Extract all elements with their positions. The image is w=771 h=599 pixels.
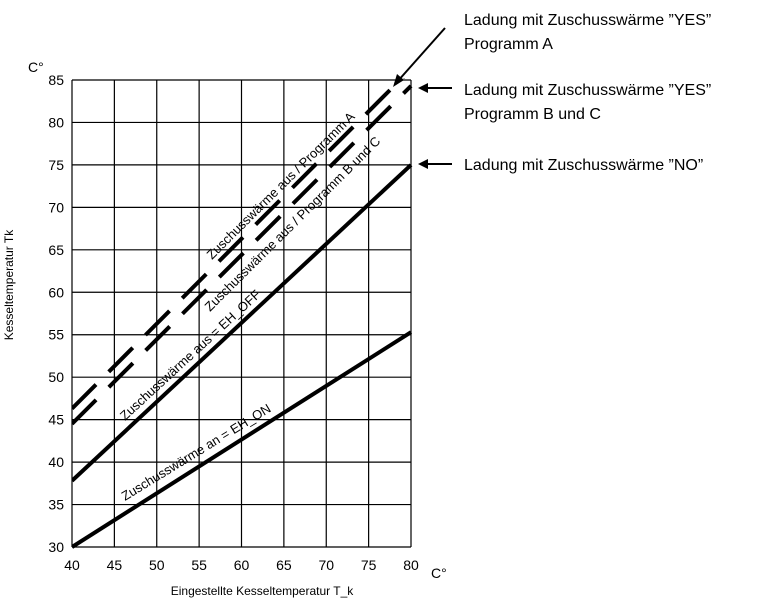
series-line-0 xyxy=(72,330,413,549)
annotation-arrowhead-no xyxy=(418,159,428,169)
annotation-program-a-line2: Programm A xyxy=(464,36,553,53)
x-tick-label: 45 xyxy=(107,557,123,573)
series-line-3 xyxy=(72,78,405,411)
annotation-arrowhead-program-a xyxy=(393,74,404,87)
x-tick-label: 60 xyxy=(234,557,250,573)
annotation-no-line1: Ladung mit Zuschusswärme ”NO” xyxy=(464,157,703,174)
x-tick-label: 65 xyxy=(276,557,292,573)
chart-series xyxy=(72,78,413,549)
y-tick-label: 30 xyxy=(48,539,64,555)
chart-ticks: 40 45 50 55 60 65 70 75 80 30 35 40 45 50 55 60 65 70 75 80… xyxy=(48,72,419,573)
y-tick-label: 85 xyxy=(48,72,64,88)
y-tick-label: 80 xyxy=(48,114,64,130)
series-line-1 xyxy=(72,163,413,483)
x-axis-title: Eingestellte Kesseltemperatur T_k xyxy=(171,584,355,598)
y-tick-label: 55 xyxy=(48,327,64,343)
y-unit-label: C° xyxy=(28,59,44,75)
y-tick-label: 40 xyxy=(48,454,64,470)
curve-label-program-bc: Zuschusswärme aus / Programm B und C xyxy=(202,133,384,314)
y-tick-label: 45 xyxy=(48,412,64,428)
y-tick-label: 75 xyxy=(48,157,64,173)
x-tick-label: 50 xyxy=(149,557,165,573)
annotation-program-bc-line1: Ladung mit Zuschusswärme ”YES” xyxy=(464,82,711,99)
y-tick-label: 35 xyxy=(48,497,64,513)
y-axis-title: Kesseltemperatur Tk xyxy=(2,229,16,340)
x-tick-label: 40 xyxy=(64,557,80,573)
x-tick-label: 75 xyxy=(361,557,377,573)
annotations: Ladung mit Zuschusswärme ”YES” Programm … xyxy=(393,12,711,174)
y-tick-label: 50 xyxy=(48,369,64,385)
y-tick-label: 70 xyxy=(48,199,64,215)
x-unit-label: C° xyxy=(431,565,447,581)
annotation-program-bc-line2: Programm B und C xyxy=(464,106,601,123)
series-line-2 xyxy=(72,84,413,426)
y-tick-label: 60 xyxy=(48,284,64,300)
annotation-program-a-line1: Ladung mit Zuschusswärme ”YES” xyxy=(464,12,711,29)
x-tick-label: 55 xyxy=(191,557,207,573)
x-tick-label: 80 xyxy=(403,557,419,573)
chart-grid xyxy=(71,79,412,548)
y-tick-label: 65 xyxy=(48,242,64,258)
x-tick-label: 70 xyxy=(318,557,334,573)
annotation-arrowhead-program-bc xyxy=(418,83,428,93)
annotation-arrow-program-a xyxy=(396,27,446,83)
